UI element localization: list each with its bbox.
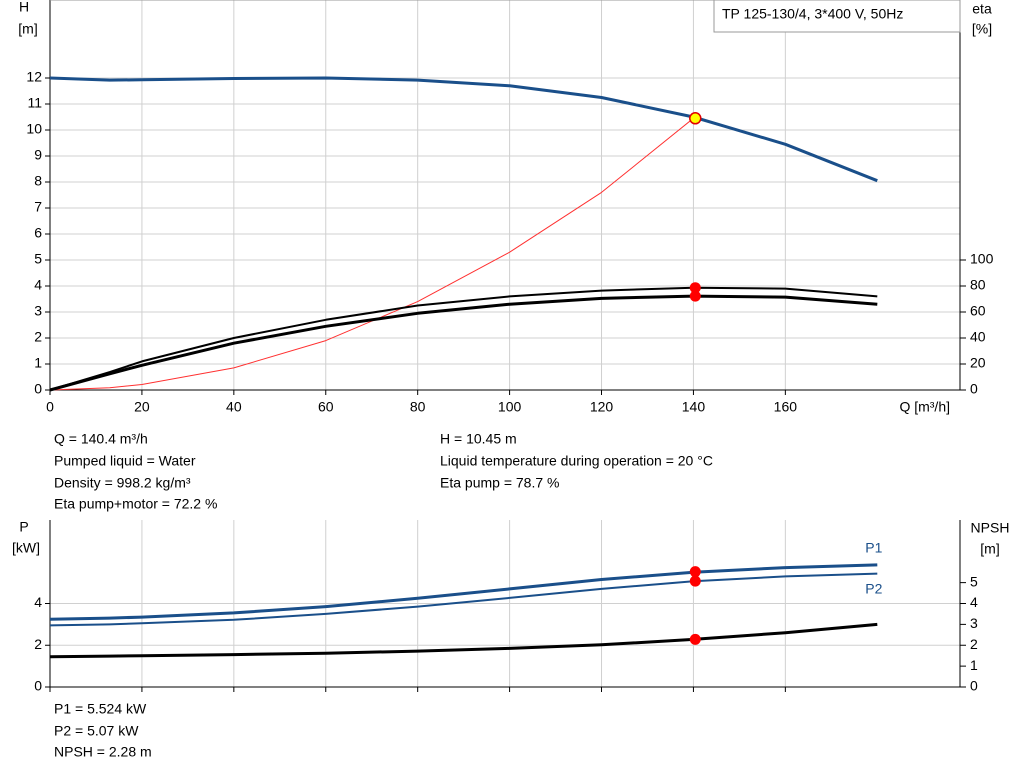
y-axis-label: H <box>19 0 29 15</box>
y2-axis-label: NPSH <box>971 520 1010 536</box>
y2-axis-label: eta <box>972 1 992 17</box>
operating-point <box>689 112 702 125</box>
operating-point <box>689 282 701 294</box>
y-tick-label: 0 <box>34 678 42 694</box>
curve <box>49 572 878 627</box>
y2-tick-label: 5 <box>970 573 978 589</box>
curve <box>49 117 694 391</box>
y2-tick-label: 1 <box>970 657 978 673</box>
x-tick-label: 160 <box>774 399 798 415</box>
y-tick-label: 8 <box>34 173 42 189</box>
y-tick-label: 4 <box>34 277 42 293</box>
series-label: P1 <box>865 540 882 556</box>
annotation: P2 = 5.07 kW <box>54 723 139 739</box>
series-label: P2 <box>865 580 882 596</box>
y-tick-label: 10 <box>26 121 42 137</box>
chart-title: TP 125-130/4, 3*400 V, 50Hz <box>722 6 903 22</box>
y-tick-label: 6 <box>34 225 42 241</box>
y-axis-unit: [m] <box>18 21 37 37</box>
y-tick-label: 9 <box>34 147 42 163</box>
y-tick-label: 4 <box>34 594 42 610</box>
curve <box>49 622 878 659</box>
x-tick-label: 100 <box>498 399 522 415</box>
y2-tick-label: 80 <box>970 277 986 293</box>
y-tick-label: 1 <box>34 355 42 371</box>
annotation: P1 = 5.524 kW <box>54 701 147 717</box>
x-tick-label: 140 <box>682 399 706 415</box>
y2-tick-label: 60 <box>970 303 986 319</box>
operating-point <box>689 566 701 578</box>
x-tick-label: 120 <box>590 399 614 415</box>
y-tick-label: 5 <box>34 251 42 267</box>
y-axis-label: P <box>19 519 28 535</box>
y2-axis-unit: [%] <box>972 21 992 37</box>
annotation: Eta pump+motor = 72.2 % <box>54 496 217 512</box>
x-tick-label: 0 <box>46 399 54 415</box>
y2-tick-label: 20 <box>970 355 986 371</box>
y2-tick-label: 3 <box>970 615 978 631</box>
y2-tick-label: 40 <box>970 329 986 345</box>
y-tick-label: 7 <box>34 199 42 215</box>
operating-point <box>689 290 701 302</box>
x-tick-label: 20 <box>134 399 150 415</box>
y-tick-label: 11 <box>27 95 42 111</box>
y2-tick-label: 100 <box>970 251 994 267</box>
x-tick-label: 60 <box>318 399 334 415</box>
y2-tick-label: 4 <box>970 594 978 610</box>
annotation: Liquid temperature during operation = 20… <box>440 453 713 469</box>
y-tick-label: 2 <box>34 636 42 652</box>
operating-point <box>689 575 701 587</box>
y-axis-unit: [kW] <box>12 540 40 556</box>
y-tick-label: 12 <box>26 69 42 85</box>
annotation: Q = 140.4 m³/h <box>54 431 148 447</box>
curve <box>49 563 878 621</box>
title-box <box>713 0 961 33</box>
operating-point <box>689 633 701 645</box>
y-tick-label: 3 <box>34 303 42 319</box>
x-tick-label: 40 <box>226 399 242 415</box>
curve <box>49 286 878 391</box>
curve <box>49 76 878 183</box>
curve <box>49 294 878 392</box>
y2-axis-unit: [m] <box>980 541 999 557</box>
y2-tick-label: 0 <box>970 678 978 694</box>
annotation: Density = 998.2 kg/m³ <box>54 475 191 491</box>
x-axis-label: Q [m³/h] <box>899 399 950 415</box>
annotation: Eta pump = 78.7 % <box>440 475 559 491</box>
y-tick-label: 2 <box>34 329 42 345</box>
annotation: H = 10.45 m <box>440 431 517 447</box>
annotation: Pumped liquid = Water <box>54 453 196 469</box>
y-tick-label: 0 <box>34 381 42 397</box>
x-tick-label: 80 <box>410 399 426 415</box>
y2-tick-label: 0 <box>970 381 978 397</box>
annotation: NPSH = 2.28 m <box>54 744 152 760</box>
y2-tick-label: 2 <box>970 636 978 652</box>
